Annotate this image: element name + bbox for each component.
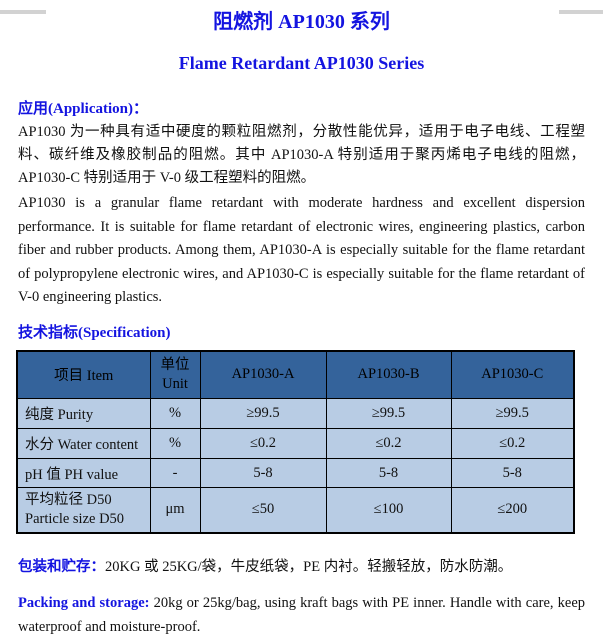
cell-item: 平均粒径 D50 Particle size D50 [16, 487, 151, 533]
column-header-ap1030-b: AP1030-B [325, 350, 452, 399]
table-row-water-content: 水分 Water content % ≤0.2 ≤0.2 ≤0.2 [16, 428, 575, 459]
table-row-purity: 纯度 Purity % ≥99.5 ≥99.5 ≥99.5 [16, 398, 575, 429]
cell-item: 水分 Water content [16, 428, 151, 459]
application-paragraph-zh: AP1030 为一种具有适中硬度的颗粒阻燃剂，分散性能优异，适用于电子电线、工程… [18, 124, 585, 186]
cell-item: 纯度 Purity [16, 398, 151, 429]
packing-label-zh: 包装和贮存： [18, 558, 105, 575]
cell-value-c: 5-8 [450, 458, 575, 488]
cell-value-b: ≥99.5 [325, 398, 452, 429]
cell-value-c: ≤200 [450, 487, 575, 533]
table-row-particle-size: 平均粒径 D50 Particle size D50 μm ≤50 ≤100 ≤… [16, 487, 575, 533]
application-paragraph-en: AP1030 is a granular flame retardant wit… [18, 195, 585, 305]
column-header-unit-zh: 单位 [160, 356, 190, 373]
cell-unit: μm [149, 487, 201, 533]
page-edge-artifact-left [0, 10, 46, 14]
cell-unit: % [149, 398, 201, 429]
column-header-item: 项目 Item [16, 350, 151, 399]
cell-item-line-en: Particle size D50 [25, 510, 125, 527]
cell-value-b: 5-8 [325, 458, 452, 488]
cell-value-a: ≥99.5 [199, 398, 327, 429]
column-header-unit: 单位 Unit [149, 350, 201, 399]
page-title-en: Flame Retardant AP1030 Series [178, 53, 425, 73]
cell-unit: % [149, 428, 201, 459]
cell-value-a: 5-8 [199, 458, 327, 488]
cell-value-b: ≤100 [325, 487, 452, 533]
packing-label-en: Packing and storage: [18, 595, 150, 611]
cell-value-c: ≤0.2 [450, 428, 575, 459]
document-page: 阻燃剂 AP1030 系列 Flame Retardant AP1030 Ser… [0, 10, 603, 639]
table-row-ph-value: pH 值 PH value - 5-8 5-8 5-8 [16, 458, 575, 488]
cell-value-a: ≤0.2 [199, 428, 327, 459]
packing-text-zh: 20KG 或 25KG/袋，牛皮纸袋，PE 内衬。轻搬轻放，防水防潮。 [105, 558, 513, 575]
cell-item-line-zh: 平均粒径 D50 [25, 491, 112, 508]
packing-line-en: Packing and storage: 20kg or 25kg/bag, u… [18, 591, 585, 639]
packing-text-en: 20kg or 25kg/bag, using kraft bags with … [18, 595, 586, 635]
cell-value-b: ≤0.2 [325, 428, 452, 459]
column-header-unit-en: Unit [162, 375, 188, 392]
column-header-ap1030-c: AP1030-C [450, 350, 575, 399]
cell-unit: - [149, 458, 201, 488]
cell-value-c: ≥99.5 [450, 398, 575, 429]
cell-value-a: ≤50 [199, 487, 327, 533]
table-header-row: 项目 Item 单位 Unit AP1030-A AP1030-B AP1030… [16, 350, 575, 399]
page-edge-artifact-right [559, 10, 603, 14]
specification-heading: 技术指标(Specification) [18, 324, 171, 341]
packing-line-zh: 包装和贮存：20KG 或 25KG/袋，牛皮纸袋，PE 内衬。轻搬轻放，防水防潮… [18, 557, 585, 577]
page-title-zh: 阻燃剂 AP1030 系列 [213, 11, 390, 33]
column-header-ap1030-a: AP1030-A [199, 350, 327, 399]
application-heading: 应用(Application)： [18, 101, 149, 117]
cell-item: pH 值 PH value [16, 458, 151, 488]
specification-table: 项目 Item 单位 Unit AP1030-A AP1030-B AP1030… [16, 349, 575, 534]
